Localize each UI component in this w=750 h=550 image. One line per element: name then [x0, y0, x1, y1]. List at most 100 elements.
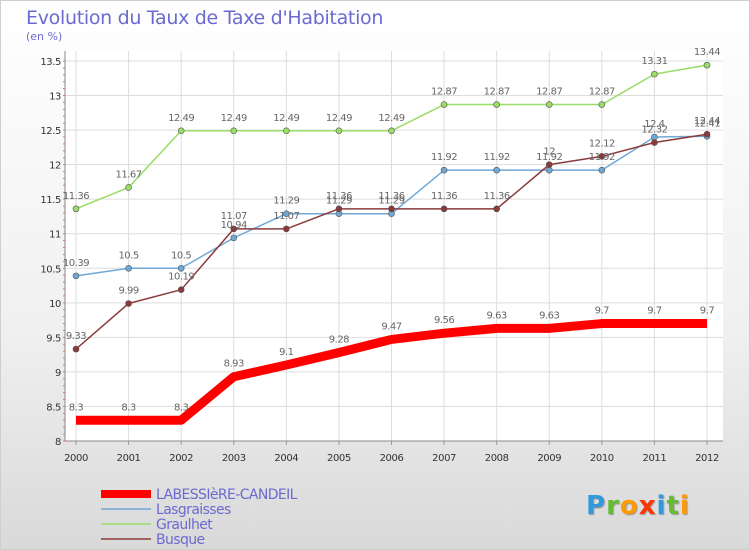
data-point	[177, 264, 185, 272]
data-point	[598, 101, 606, 108]
y-tick-label: 11.5	[40, 195, 61, 206]
data-label: 11.29	[378, 196, 404, 207]
logo-letter: P	[586, 491, 607, 521]
data-label: 12.87	[536, 87, 562, 98]
data-label: 11.92	[431, 152, 457, 163]
data-point	[440, 205, 448, 213]
data-label: 12.12	[589, 138, 615, 149]
logo-letter: x	[638, 491, 657, 521]
data-label: 12.49	[221, 113, 247, 124]
data-label: 11.92	[484, 152, 510, 163]
x-tick-label: 2009	[537, 453, 561, 464]
y-tick-label: 10	[49, 299, 61, 310]
x-tick-label: 2000	[64, 453, 88, 464]
data-label: 9.7	[700, 306, 715, 317]
data-point	[230, 127, 238, 135]
data-label: 9.1	[279, 347, 294, 358]
chart-subtitle: (en %)	[26, 30, 63, 43]
proxiti-logo: Proxiti	[586, 491, 690, 521]
data-label: 11.07	[273, 211, 299, 222]
x-tick-label: 2005	[327, 453, 351, 464]
data-point	[177, 127, 185, 135]
x-tick-label: 2008	[485, 453, 509, 464]
data-point	[598, 166, 606, 174]
x-tick-label: 2007	[432, 453, 456, 464]
legend-label: LABESSIèRE-CANDEIL	[156, 487, 298, 503]
data-label: 11.36	[484, 191, 510, 202]
data-point	[545, 101, 553, 108]
x-tick-label: 2010	[590, 453, 614, 464]
data-label: 11.67	[116, 169, 142, 180]
data-point	[493, 166, 500, 174]
x-tick-label: 2006	[380, 453, 404, 464]
y-tick-label: 13	[49, 92, 61, 103]
data-point	[703, 61, 711, 69]
data-point	[177, 286, 185, 293]
y-tick-label: 9	[55, 368, 61, 379]
data-label: 13.31	[641, 56, 667, 67]
data-label: 12.87	[589, 87, 615, 98]
data-point	[283, 127, 290, 135]
y-tick-label: 9.5	[46, 333, 61, 344]
data-label: 8.3	[174, 402, 189, 413]
y-tick-label: 8	[55, 437, 61, 448]
data-point	[72, 272, 80, 280]
logo-letter: r	[606, 491, 620, 521]
series-line-0	[76, 319, 707, 425]
logo-letter: t	[666, 491, 680, 521]
x-tick-label: 2011	[642, 453, 666, 464]
data-label: 11.92	[536, 152, 562, 163]
plot-area	[65, 51, 723, 441]
x-tick-label: 2012	[695, 453, 719, 464]
y-tick-label: 8.5	[46, 402, 61, 413]
data-label: 13.44	[694, 47, 720, 58]
data-point	[283, 225, 290, 233]
data-label: 9.7	[647, 306, 662, 317]
y-tick-label: 11	[49, 230, 61, 241]
chart-title: Evolution du Taux de Taxe d'Habitation	[26, 7, 384, 29]
data-label: 11.92	[589, 152, 615, 163]
x-tick-label: 2004	[274, 453, 298, 464]
data-label: 10.5	[171, 250, 191, 261]
data-point	[72, 205, 80, 213]
x-tick-label: 2003	[222, 453, 246, 464]
data-point	[125, 264, 132, 272]
logo-letter: i	[656, 491, 667, 521]
logo-letter: o	[619, 491, 639, 521]
data-label: 9.56	[434, 315, 454, 326]
y-tick-label: 12.5	[40, 126, 61, 137]
data-point	[283, 210, 290, 217]
data-point	[545, 161, 553, 168]
data-label: 8.3	[121, 402, 136, 413]
y-tick-label: 10.5	[40, 264, 61, 275]
data-label: 10.5	[118, 250, 138, 261]
data-label: 11.29	[326, 196, 352, 207]
data-label: 10.94	[221, 220, 247, 231]
data-point	[651, 139, 658, 146]
data-label: 9.47	[381, 321, 401, 332]
x-tick-label: 2001	[117, 453, 141, 464]
data-point	[440, 166, 448, 174]
y-tick-label: 12	[49, 161, 61, 172]
data-label: 12	[543, 147, 555, 158]
data-label: 12.87	[484, 87, 510, 98]
data-point	[598, 153, 606, 160]
data-label: 11.36	[378, 191, 404, 202]
data-label: 11.29	[273, 196, 299, 207]
data-point	[230, 234, 238, 242]
data-point	[440, 101, 448, 108]
data-point	[493, 101, 500, 108]
data-point	[125, 184, 132, 191]
data-label: 12.49	[378, 113, 404, 124]
data-label: 9.7	[595, 306, 610, 317]
data-point	[72, 345, 80, 353]
data-label: 12.49	[273, 113, 299, 124]
data-label: 10.39	[63, 258, 89, 269]
legend-label: Busque	[156, 532, 205, 548]
data-point	[545, 166, 553, 174]
data-point	[125, 300, 132, 307]
legend-label: Lasgraisses	[156, 502, 231, 518]
data-point	[335, 127, 343, 135]
